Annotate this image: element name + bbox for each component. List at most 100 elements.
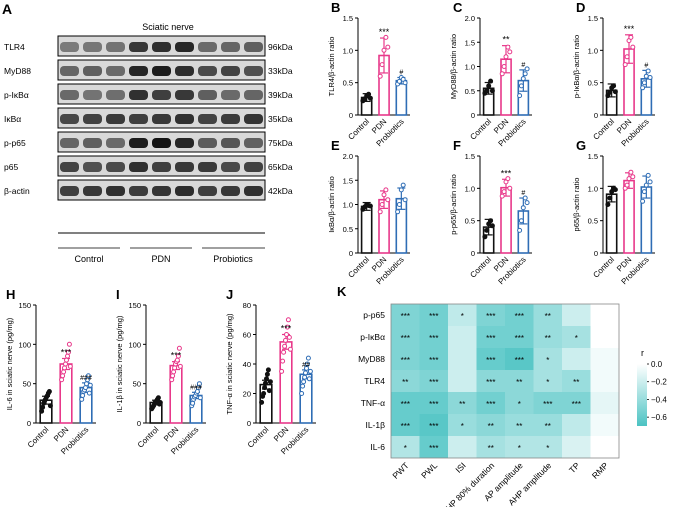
blot-band (175, 66, 194, 76)
blot-band (244, 138, 263, 148)
data-point (280, 358, 286, 364)
heatmap-cell (590, 304, 619, 326)
data-point (628, 34, 634, 40)
y-tick-label: 50 (23, 380, 31, 389)
blot-band (60, 42, 79, 52)
y-tick-label: 0 (471, 249, 475, 258)
data-point (507, 49, 513, 55)
y-tick-label: 0 (594, 249, 598, 258)
y-tick-label: 2.0 (465, 14, 475, 23)
data-point (622, 62, 628, 68)
x-tick-label: Control (136, 425, 161, 450)
bar (623, 179, 635, 254)
heatmap-cell (419, 414, 448, 436)
blot-band (198, 90, 217, 100)
data-point (66, 341, 72, 347)
heatmap-col-label: PWT (390, 460, 410, 480)
data-point (170, 373, 176, 379)
significance-label: *** (379, 27, 390, 37)
heatmap-annotation: ** (488, 444, 494, 453)
blot-band (198, 66, 217, 76)
heatmap-cell (505, 436, 534, 458)
data-point (281, 349, 287, 355)
data-point (279, 368, 285, 374)
heatmap-cell (505, 326, 534, 348)
heatmap-cell (562, 326, 591, 348)
y-axis-label: IL-6 in sciatic nerve (pg/mg) (5, 317, 14, 410)
heatmap-row-label: IL-6 (370, 442, 385, 452)
data-point (86, 390, 92, 396)
data-point (522, 195, 528, 201)
y-tick-label: 0 (349, 249, 353, 258)
y-axis-label: IL-1β in sciatic nerve (pg/mg) (115, 315, 124, 412)
heatmap-annotation: *** (515, 334, 524, 343)
data-point (643, 182, 649, 188)
significance-label: *** (501, 168, 512, 178)
y-tick-label: 40 (243, 360, 251, 369)
data-point (517, 93, 523, 99)
heatmap-annotation: * (404, 444, 407, 453)
data-point (303, 370, 308, 376)
heatmap-cell (391, 326, 420, 348)
data-point (302, 374, 308, 380)
data-point (381, 47, 387, 53)
heatmap-cell (448, 436, 477, 458)
data-point (264, 376, 269, 382)
heatmap-cell (419, 370, 448, 392)
y-tick-label: 150 (18, 301, 31, 310)
y-axis-label: p65/β-actin ratio (572, 178, 581, 232)
blot-band (106, 138, 125, 148)
heatmap-cell (419, 392, 448, 414)
data-point (304, 365, 309, 371)
heatmap-cell (476, 392, 505, 414)
data-point (482, 234, 488, 240)
heatmap-cell (448, 304, 477, 326)
heatmap-cell (505, 370, 534, 392)
data-point (287, 346, 293, 352)
blot-band (221, 138, 240, 148)
blot-band (198, 114, 217, 124)
blot-band (83, 186, 102, 196)
heatmap-row-label: TLR4 (364, 376, 385, 386)
western-blot-panel: A Sciatic nerve TLR4 96kDa MyD88 33kDa p-IκB… (2, 1, 293, 264)
data-point (607, 195, 613, 201)
heatmap-annotation: * (461, 312, 464, 321)
data-point (196, 381, 202, 387)
heatmap-cell (476, 414, 505, 436)
blot-row-label: MyD88 (4, 66, 31, 76)
colorbar-tick-label: −0.4 (651, 395, 667, 404)
significance-label: *** (171, 351, 182, 361)
heatmap-cell (391, 436, 420, 458)
heatmap-annotation: ** (545, 312, 551, 321)
blot-kda-label: 35kDa (268, 114, 293, 124)
blot-row-label: p-IκBα (4, 90, 29, 100)
data-point (641, 189, 647, 195)
significance-label: ** (502, 35, 510, 45)
data-point (395, 209, 401, 215)
heatmap-row-label: p-IκBα (360, 332, 385, 342)
heatmap-annotation: *** (572, 400, 581, 409)
y-tick-label: 1.5 (343, 14, 353, 23)
data-point (640, 85, 646, 91)
heatmap-cell (476, 370, 505, 392)
significance-label: ## (302, 362, 310, 369)
y-axis-label: p-p65/β-actin ratio (449, 174, 458, 235)
data-point (489, 88, 495, 94)
blot-band (152, 90, 171, 100)
x-tick-label: Control (468, 117, 493, 142)
data-point (402, 80, 408, 86)
data-point (385, 44, 391, 50)
blot-band (60, 138, 79, 148)
heatmap-annotation: *** (429, 400, 438, 409)
blot-band (129, 186, 148, 196)
data-point (169, 377, 175, 383)
blot-row-label: β-actin (4, 186, 30, 196)
y-tick-label: 0.5 (588, 79, 598, 88)
data-point (63, 361, 68, 367)
heatmap-row-label: IL-1β (365, 420, 385, 430)
data-point (612, 187, 618, 193)
data-point (284, 332, 289, 337)
heatmap-row-label: MyD88 (358, 354, 385, 364)
